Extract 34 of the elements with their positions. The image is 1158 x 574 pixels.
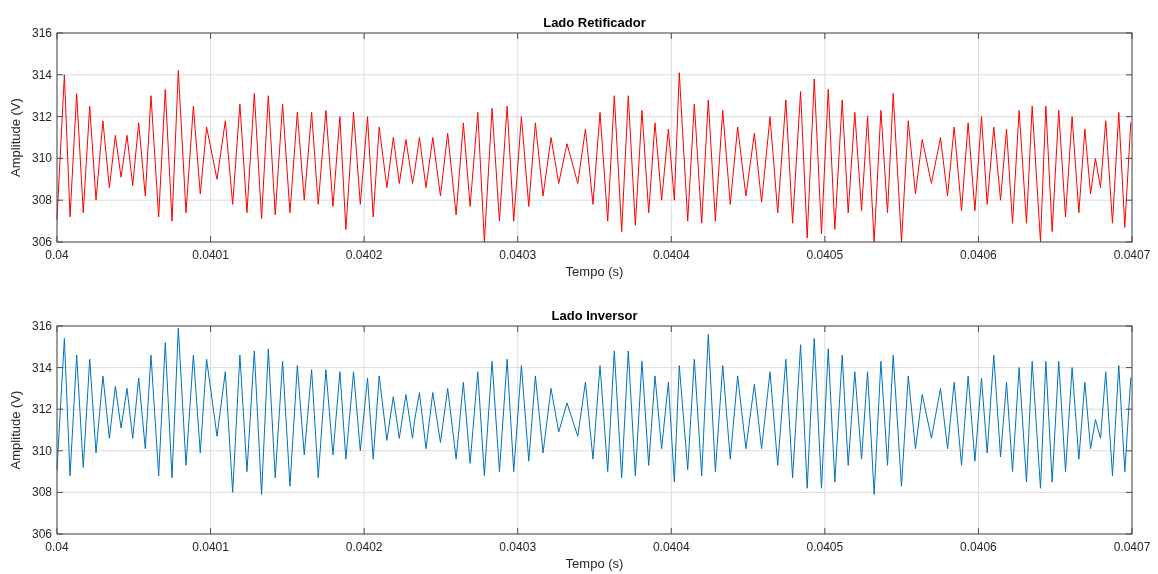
x-tick-label: 0.0403 xyxy=(499,540,537,554)
x-tick-label: 0.0401 xyxy=(192,248,230,262)
y-axis-title: Amplitude (V) xyxy=(8,98,23,177)
x-tick-label: 0.0407 xyxy=(1113,540,1151,554)
chart-title: Lado Retificador xyxy=(543,15,646,30)
y-tick-label: 312 xyxy=(31,402,53,417)
y-tick-label: 314 xyxy=(31,67,53,82)
y-tick-label: 310 xyxy=(31,151,53,166)
y-tick-label: 308 xyxy=(31,193,53,208)
x-tick-label: 0.04 xyxy=(45,248,69,262)
y-tick-label: 306 xyxy=(31,527,53,541)
x-tick-label: 0.0405 xyxy=(806,248,844,262)
y-tick-label: 312 xyxy=(31,109,53,124)
x-tick-label: 0.0407 xyxy=(1113,248,1151,262)
x-tick-label: 0.0402 xyxy=(345,248,383,262)
x-tick-label: 0.0405 xyxy=(806,540,844,554)
x-tick-label: 0.0402 xyxy=(345,540,383,554)
x-axis-title: Tempo (s) xyxy=(565,556,624,571)
y-tick-label: 308 xyxy=(31,485,53,500)
x-tick-label: 0.0404 xyxy=(652,540,690,554)
x-tick-label: 0.0404 xyxy=(652,248,690,262)
x-tick-label: 0.0403 xyxy=(499,248,537,262)
x-axis-title: Tempo (s) xyxy=(565,264,624,279)
chart-title: Lado Inversor xyxy=(551,308,638,323)
y-tick-label: 306 xyxy=(31,235,53,249)
x-tick-label: 0.0406 xyxy=(960,248,998,262)
y-tick-label: 314 xyxy=(31,360,53,375)
x-tick-label: 0.0401 xyxy=(192,540,230,554)
y-tick-label: 310 xyxy=(31,443,53,458)
x-tick-label: 0.0406 xyxy=(960,540,998,554)
x-tick-label: 0.04 xyxy=(45,540,69,554)
y-tick-label: 316 xyxy=(31,26,53,40)
y-axis-title: Amplitude (V) xyxy=(8,390,23,470)
y-tick-label: 316 xyxy=(31,319,53,333)
